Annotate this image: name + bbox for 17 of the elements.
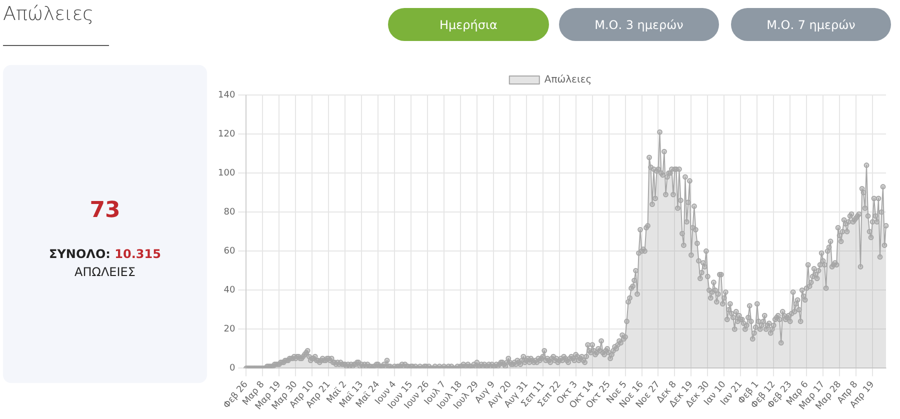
text: Απώλειες [3, 3, 94, 25]
text: Ημερήσια [388, 8, 549, 41]
legend-label: Απώλειες [544, 74, 592, 86]
text: Μ.Ο. 7 ημερών [731, 8, 891, 41]
text: ΣΥΝΟΛΟ: [49, 247, 110, 261]
text: 73 [88, 198, 122, 223]
y-tick-label: 0 [229, 364, 236, 374]
y-tick-label: 120 [218, 129, 236, 140]
text: 10.315 [114, 247, 161, 261]
y-tick-label: 140 [218, 90, 236, 100]
y-tick-label: 100 [218, 168, 236, 178]
y-tick-label: 40 [224, 286, 236, 296]
text: Μ.Ο. 3 ημερών [559, 8, 719, 41]
y-tick-label: 20 [224, 324, 236, 335]
y-tick-label: 60 [224, 246, 236, 256]
y-tick-label: 80 [224, 207, 236, 218]
text: ΑΠΩΛΕΙΕΣ [74, 265, 136, 279]
